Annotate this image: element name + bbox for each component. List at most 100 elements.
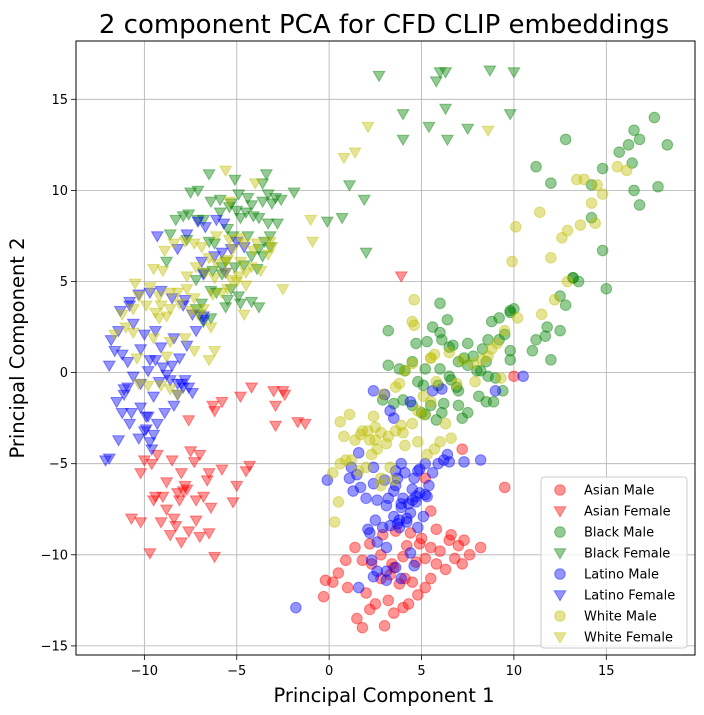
data-point <box>439 417 452 430</box>
data-point <box>561 224 574 237</box>
data-point <box>410 337 422 350</box>
data-point <box>213 194 227 207</box>
data-point <box>230 205 244 218</box>
data-point <box>395 501 408 514</box>
chart-title: 2 component PCA for CFD CLIP embeddings <box>99 10 669 40</box>
data-point <box>652 180 664 193</box>
data-point <box>351 468 363 481</box>
data-point <box>467 357 480 370</box>
data-point <box>206 400 220 413</box>
data-point <box>196 214 211 227</box>
legend-item: Latino Male <box>554 568 659 583</box>
data-point <box>428 443 441 455</box>
data-point <box>244 262 259 274</box>
data-point <box>178 375 192 387</box>
data-point <box>413 538 426 550</box>
data-point <box>600 282 613 295</box>
legend-label: Black Female <box>584 547 670 562</box>
data-point <box>228 262 242 274</box>
data-point <box>202 253 216 265</box>
data-point <box>508 303 520 315</box>
data-point <box>489 385 502 397</box>
data-point <box>196 311 211 323</box>
data-point <box>163 304 177 316</box>
data-point <box>145 458 159 471</box>
data-point <box>371 565 383 577</box>
data-point <box>263 236 277 249</box>
data-point <box>124 407 139 420</box>
data-point <box>395 457 408 470</box>
data-point <box>360 587 372 599</box>
data-point <box>317 590 330 603</box>
data-point <box>170 244 185 256</box>
data-point <box>517 370 529 383</box>
data-point <box>339 554 352 567</box>
data-point <box>126 304 140 316</box>
data-point <box>443 341 456 353</box>
data-point <box>159 351 174 363</box>
data-point <box>141 366 155 378</box>
data-point <box>255 178 270 190</box>
data-point <box>554 324 566 337</box>
data-point <box>347 485 359 497</box>
data-point <box>406 576 419 588</box>
data-point <box>413 463 426 475</box>
data-point <box>187 238 201 251</box>
data-point <box>375 472 387 485</box>
data-point <box>526 344 539 357</box>
data-point <box>159 311 174 323</box>
data-point <box>369 434 382 446</box>
data-point <box>152 313 166 325</box>
data-point <box>504 344 517 357</box>
data-point <box>430 414 443 426</box>
data-point <box>363 434 376 446</box>
data-point <box>419 457 432 470</box>
data-point <box>369 598 382 610</box>
data-point <box>417 408 430 421</box>
data-point <box>480 355 493 368</box>
data-point <box>189 515 203 527</box>
data-point <box>424 572 437 585</box>
data-point <box>213 207 227 220</box>
y-tick-label: 5 <box>60 275 68 290</box>
data-point <box>434 545 446 557</box>
data-point <box>98 455 113 467</box>
data-point <box>589 217 602 229</box>
data-point <box>215 262 229 274</box>
data-point <box>239 466 253 478</box>
data-point <box>473 390 485 403</box>
data-point <box>141 411 155 424</box>
data-point <box>419 488 432 501</box>
data-point <box>380 541 393 554</box>
data-point <box>421 448 433 461</box>
data-point <box>111 435 126 447</box>
legend-marker <box>553 548 567 560</box>
data-point <box>109 397 124 409</box>
data-point <box>430 558 443 570</box>
data-point <box>426 467 439 479</box>
data-point <box>482 350 494 362</box>
data-point <box>530 334 542 346</box>
data-point <box>193 449 207 462</box>
data-point <box>541 321 553 333</box>
data-point <box>226 497 240 509</box>
data-point <box>134 517 148 529</box>
data-point <box>228 174 242 187</box>
legend-item: Black Male <box>554 526 654 541</box>
data-point <box>367 410 380 423</box>
data-point <box>170 389 185 402</box>
data-point <box>146 264 161 276</box>
data-point <box>170 378 185 391</box>
data-point <box>207 273 222 285</box>
data-point <box>402 497 415 510</box>
data-point <box>375 572 387 585</box>
data-point <box>148 325 163 338</box>
data-point <box>404 395 417 408</box>
data-point <box>436 406 448 419</box>
data-point <box>156 265 170 278</box>
data-point <box>250 238 264 251</box>
data-point <box>150 231 164 243</box>
data-point <box>448 552 461 565</box>
data-point <box>176 382 190 394</box>
data-point <box>189 495 203 507</box>
